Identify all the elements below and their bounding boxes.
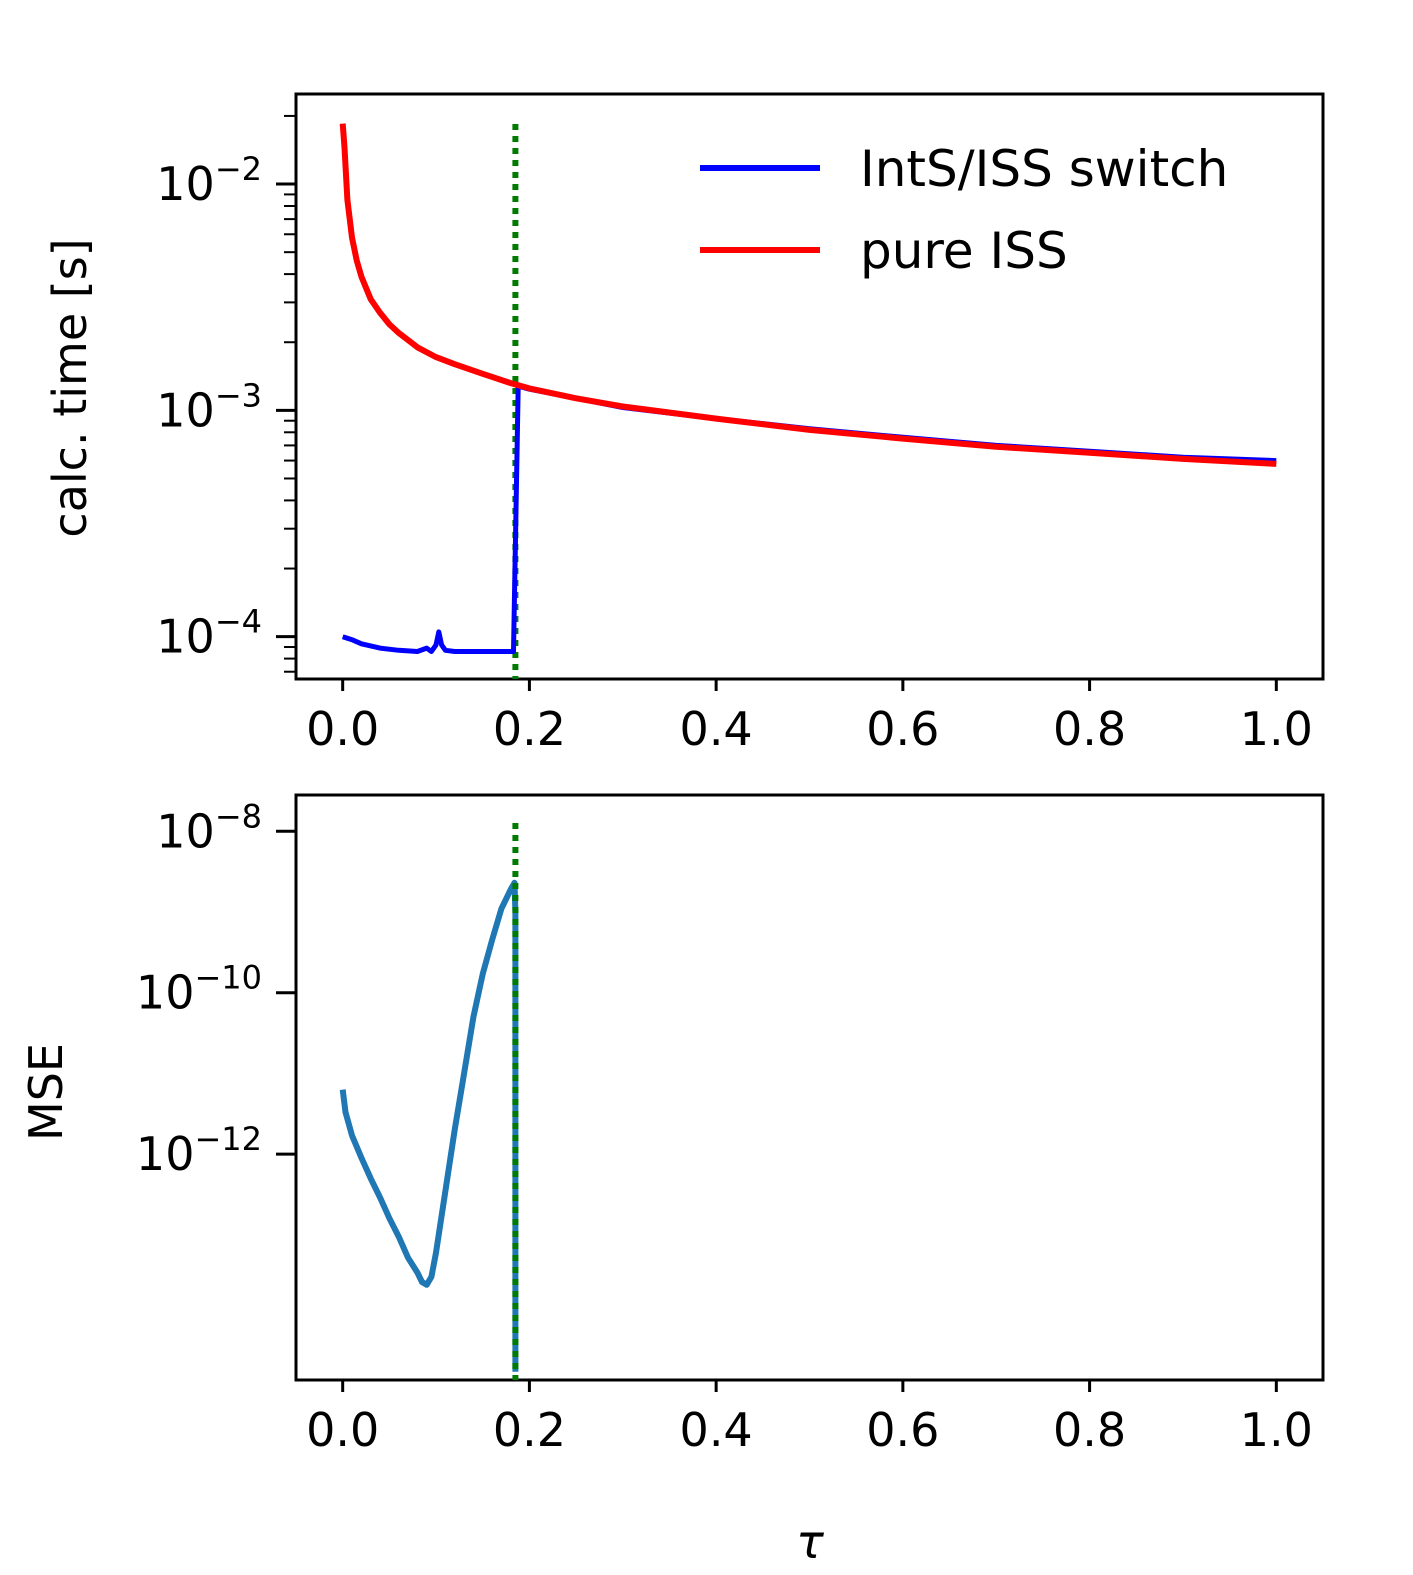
- top-x-ticks: 0.0 0.2 0.4 0.6 0.8 1.0: [306, 679, 1313, 756]
- legend-label-switch: IntS/ISS switch: [860, 140, 1228, 198]
- bottom-x-tick-label: 0.8: [1053, 1403, 1126, 1457]
- bottom-x-axis-label: τ: [796, 1515, 824, 1569]
- top-x-tick-label: 0.6: [866, 702, 939, 756]
- top-plot-frame: [294, 92, 1325, 681]
- top-x-tick-label: 0.0: [306, 702, 379, 756]
- top-x-tick-label: 0.2: [493, 702, 566, 756]
- top-x-tick-label: 1.0: [1240, 702, 1313, 756]
- top-y-axis-label: calc. time [s]: [43, 238, 97, 537]
- legend: IntS/ISS switch pure ISS: [700, 140, 1228, 280]
- top-series-lines: [339, 123, 1277, 679]
- top-y-ticks: 10−2 10−3 10−4: [156, 114, 296, 673]
- bottom-x-tick-label: 0.0: [306, 1403, 379, 1457]
- top-y-tick-label: 10−2: [156, 150, 262, 211]
- top-x-tick-label: 0.8: [1053, 702, 1126, 756]
- bottom-x-tick-label: 1.0: [1240, 1403, 1313, 1457]
- bottom-series-lines: [339, 823, 519, 1380]
- series-pure-iss: [339, 123, 1277, 467]
- bottom-y-tick-label: 10−8: [156, 797, 262, 858]
- series-mse: [339, 879, 519, 1372]
- bottom-x-tick-label: 0.2: [493, 1403, 566, 1457]
- bottom-y-tick-label: 10−10: [136, 959, 262, 1020]
- bottom-x-ticks: 0.0 0.2 0.4 0.6 0.8 1.0: [306, 1380, 1313, 1457]
- top-x-tick-label: 0.4: [680, 702, 753, 756]
- legend-label-pure-iss: pure ISS: [860, 222, 1068, 280]
- bottom-plot-frame: [294, 793, 1325, 1382]
- bottom-x-tick-label: 0.4: [680, 1403, 753, 1457]
- top-y-tick-label: 10−3: [156, 376, 262, 437]
- top-y-tick-label: 10−4: [156, 603, 262, 664]
- bottom-x-tick-label: 0.6: [866, 1403, 939, 1457]
- top-panel: 0.0 0.2 0.4 0.6 0.8 1.0 10−2 10−3 10−4 calc. ti…: [43, 92, 1325, 756]
- bottom-y-axis-label: MSE: [19, 1043, 73, 1141]
- bottom-y-tick-label: 10−12: [136, 1120, 262, 1181]
- bottom-y-ticks: 10−8 10−10 10−12: [136, 797, 296, 1181]
- bottom-panel: 0.0 0.2 0.4 0.6 0.8 1.0 10−8 10−10 10−12 MSE τ: [19, 793, 1325, 1569]
- series-ints-iss-switch: [341, 383, 1277, 654]
